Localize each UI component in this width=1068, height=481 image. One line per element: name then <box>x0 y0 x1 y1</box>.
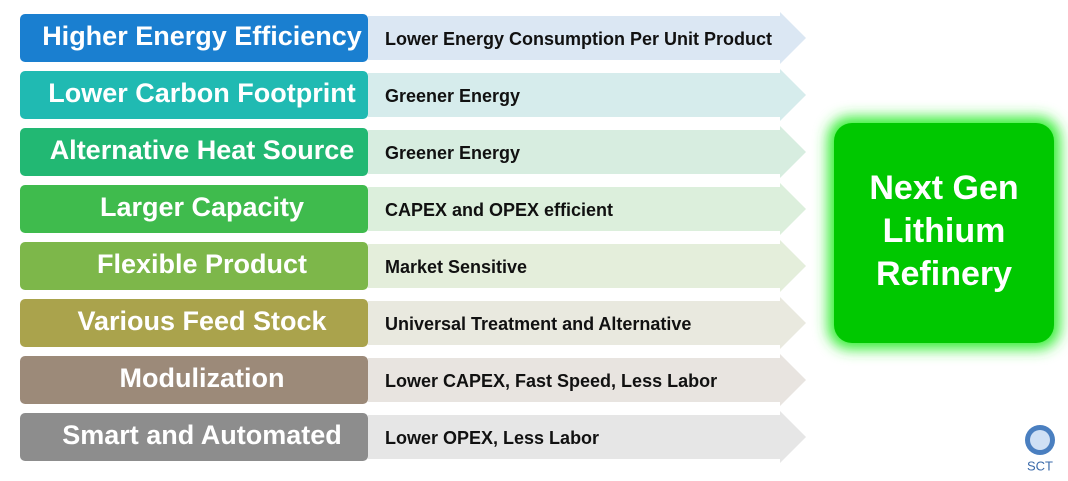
benefit-arrow <box>368 354 806 406</box>
feature-label: Higher Energy Efficiency <box>42 21 362 51</box>
benefit-arrow <box>368 69 806 121</box>
feature-label: Lower Carbon Footprint <box>48 78 355 108</box>
feature-box <box>20 356 368 404</box>
benefit-text: Universal Treatment and Alternative <box>385 314 691 334</box>
result-line: Lithium <box>883 212 1006 250</box>
feature-box <box>20 185 368 233</box>
benefit-text: Lower Energy Consumption Per Unit Produc… <box>385 29 772 49</box>
feature-box <box>20 413 368 461</box>
result-line: Refinery <box>876 255 1012 293</box>
benefit-text: CAPEX and OPEX efficient <box>385 200 613 220</box>
result-box <box>834 123 1054 343</box>
feature-label: Alternative Heat Source <box>50 135 355 165</box>
benefit-arrow <box>368 12 806 64</box>
benefit-arrow <box>368 126 806 178</box>
feature-label: Flexible Product <box>97 249 307 279</box>
benefit-arrow <box>368 411 806 463</box>
benefit-arrow <box>368 240 806 292</box>
logo-icon <box>1030 430 1050 450</box>
benefit-text: Greener Energy <box>385 143 520 163</box>
result-line: Next Gen <box>869 169 1018 207</box>
feature-box <box>20 128 368 176</box>
feature-label: Smart and Automated <box>62 420 342 450</box>
benefit-arrow <box>368 297 806 349</box>
feature-box <box>20 71 368 119</box>
feature-box <box>20 242 368 290</box>
benefit-text: Lower CAPEX, Fast Speed, Less Labor <box>385 371 717 391</box>
feature-label: Modulization <box>120 363 285 393</box>
logo-text: SCT <box>1027 458 1053 473</box>
benefit-arrow <box>368 183 806 235</box>
benefit-text: Market Sensitive <box>385 257 527 277</box>
benefit-text: Greener Energy <box>385 86 520 106</box>
feature-label: Larger Capacity <box>100 192 304 222</box>
feature-label: Various Feed Stock <box>77 306 327 336</box>
rows: Higher Energy Efficiency Lower Energy Con… <box>20 12 806 463</box>
logo: SCT <box>1025 425 1055 473</box>
benefit-text: Lower OPEX, Less Labor <box>385 428 599 448</box>
feature-box <box>20 299 368 347</box>
feature-box <box>20 14 368 62</box>
